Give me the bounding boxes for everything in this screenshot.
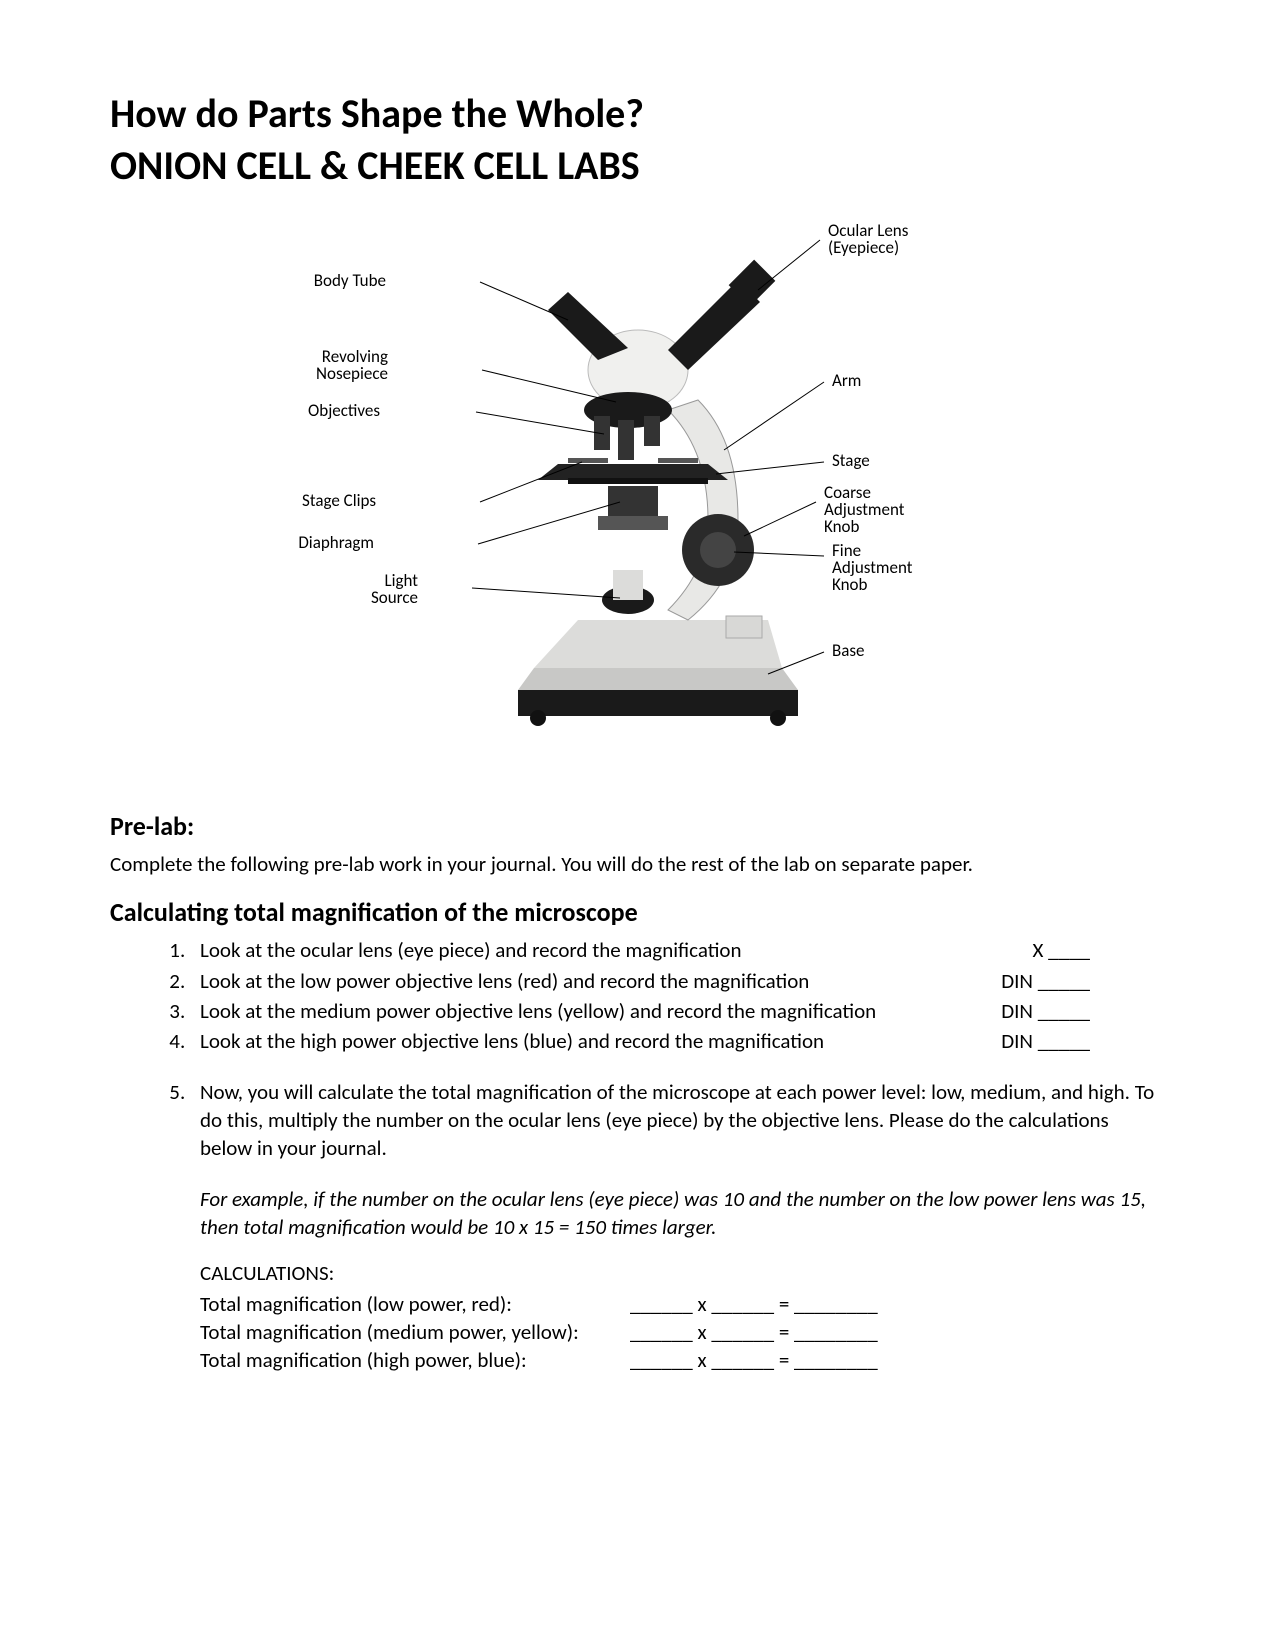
steps-list-2: Now, you will calculate the total magnif… xyxy=(110,1078,1165,1163)
step-4: Look at the high power objective lens (b… xyxy=(190,1027,1165,1055)
calc-2-label: Total magnification (medium power, yello… xyxy=(200,1318,630,1346)
steps-list: Look at the ocular lens (eye piece) and … xyxy=(110,936,1165,1055)
label-source: Source xyxy=(370,587,417,608)
label-nosepiece: Nosepiece xyxy=(316,363,388,384)
calc-1-eq: ______ x ______ = ________ xyxy=(630,1290,878,1318)
calcs-heading: CALCULATIONS: xyxy=(200,1259,1165,1287)
step-3-text: Look at the medium power objective lens … xyxy=(200,997,995,1025)
page: How do Parts Shape the Whole? ONION CELL… xyxy=(0,0,1275,1651)
label-coarse3: Knob xyxy=(824,516,859,537)
calc-row-3: Total magnification (high power, blue): … xyxy=(200,1346,1165,1374)
step-2-text: Look at the low power objective lens (re… xyxy=(200,967,995,995)
calc-heading: Calculating total magnification of the m… xyxy=(110,896,1165,928)
title-line1: How do Parts Shape the Whole? xyxy=(110,90,1165,138)
title-line2: ONION CELL & CHEEK CELL LABS xyxy=(110,142,1165,190)
label-stage-clips: Stage Clips xyxy=(302,490,376,511)
prelab-heading: Pre-lab: xyxy=(110,810,1165,842)
step-3: Look at the medium power objective lens … xyxy=(190,997,1165,1025)
step-4-text: Look at the high power objective lens (b… xyxy=(200,1027,995,1055)
step-2: Look at the low power objective lens (re… xyxy=(190,967,1165,995)
label-eyepiece: (Eyepiece) xyxy=(828,237,899,258)
calc-row-1: Total magnification (low power, red): __… xyxy=(200,1290,1165,1318)
prelab-text: Complete the following pre-lab work in y… xyxy=(110,850,1165,878)
calc-row-2: Total magnification (medium power, yello… xyxy=(200,1318,1165,1346)
step-1-blank: X ____ xyxy=(1027,936,1090,964)
example-block: For example, if the number on the ocular… xyxy=(200,1185,1165,1375)
label-objectives: Objectives xyxy=(308,400,380,421)
calc-1-label: Total magnification (low power, red): xyxy=(200,1290,630,1318)
step-3-blank: DIN _____ xyxy=(995,997,1090,1025)
microscope-svg: Body Tube Revolving Nosepiece Objectives… xyxy=(268,220,1008,780)
label-stage: Stage xyxy=(832,450,870,471)
step-2-blank: DIN _____ xyxy=(995,967,1090,995)
step-4-blank: DIN _____ xyxy=(995,1027,1090,1055)
calc-3-label: Total magnification (high power, blue): xyxy=(200,1346,630,1374)
label-body-tube: Body Tube xyxy=(313,270,385,291)
step-1: Look at the ocular lens (eye piece) and … xyxy=(190,936,1165,964)
step-5-text: Now, you will calculate the total magnif… xyxy=(200,1079,1154,1162)
label-diaphragm: Diaphragm xyxy=(298,532,374,553)
example-text: For example, if the number on the ocular… xyxy=(200,1185,1165,1242)
calc-3-eq: ______ x ______ = ________ xyxy=(630,1346,878,1374)
label-fine3: Knob xyxy=(832,574,867,595)
step-1-text: Look at the ocular lens (eye piece) and … xyxy=(200,936,1027,964)
label-base: Base xyxy=(832,640,865,661)
microscope-diagram: Body Tube Revolving Nosepiece Objectives… xyxy=(268,220,1008,780)
calc-2-eq: ______ x ______ = ________ xyxy=(630,1318,878,1346)
step-5: Now, you will calculate the total magnif… xyxy=(190,1078,1165,1163)
label-arm: Arm xyxy=(832,370,861,391)
